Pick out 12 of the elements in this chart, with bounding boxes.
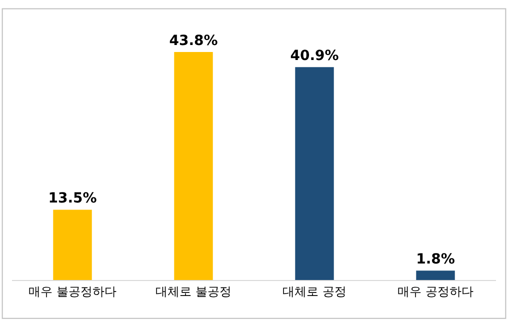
x-tick-label: 대체로 불공정	[156, 284, 232, 298]
bar	[295, 67, 334, 280]
bar	[416, 270, 455, 280]
x-tick-label: 매우 불공정하다	[28, 284, 116, 298]
bar	[53, 210, 92, 280]
x-tick-label: 대체로 공정	[282, 284, 346, 298]
data-label: 40.9%	[290, 48, 339, 64]
data-label: 13.5%	[48, 190, 97, 207]
data-label: 43.8%	[169, 33, 218, 49]
x-tick-label: 매우 공정하다	[398, 284, 474, 298]
bar	[174, 52, 213, 280]
data-label: 1.8%	[416, 252, 455, 268]
